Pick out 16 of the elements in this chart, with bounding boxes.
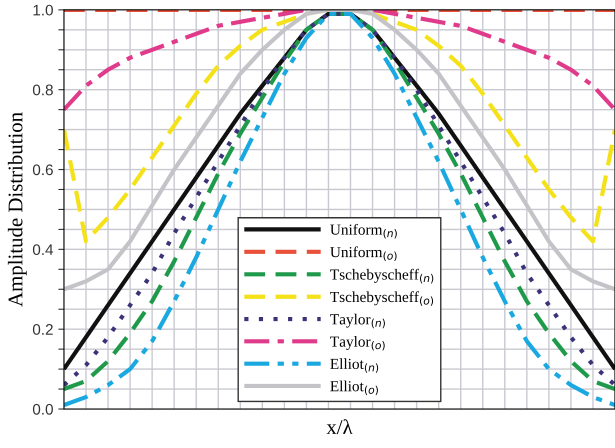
legend-label: Uniform$_{(o)}$ xyxy=(330,246,397,261)
legend-label: Tschebyscheff$_{(n)}$ xyxy=(330,268,434,284)
y-tick-label: 0.8 xyxy=(32,84,53,96)
legend-label: Tschebyscheff$_{(o)}$ xyxy=(330,291,434,306)
y-tick-label: 0.4 xyxy=(32,244,54,256)
y-axis-title: Amplitude Distribution xyxy=(8,112,27,307)
y-tick-label: 0.2 xyxy=(32,324,53,335)
y-tick-label: 0.6 xyxy=(32,164,53,176)
x-axis-title: x/λ xyxy=(326,419,353,434)
legend-label: Elliot$_{(o)}$ xyxy=(330,380,378,396)
y-tick-label: 1.0 xyxy=(33,4,53,16)
legend-label: Taylor$_{(n)}$ xyxy=(330,314,385,328)
y-tick-label: 0.0 xyxy=(32,404,53,415)
legend-label: Elliot$_{(n)}$ xyxy=(330,358,378,373)
legend-label: Uniform$_{(n)}$ xyxy=(330,224,397,239)
legend-label: Taylor$_{(o)}$ xyxy=(330,336,385,351)
